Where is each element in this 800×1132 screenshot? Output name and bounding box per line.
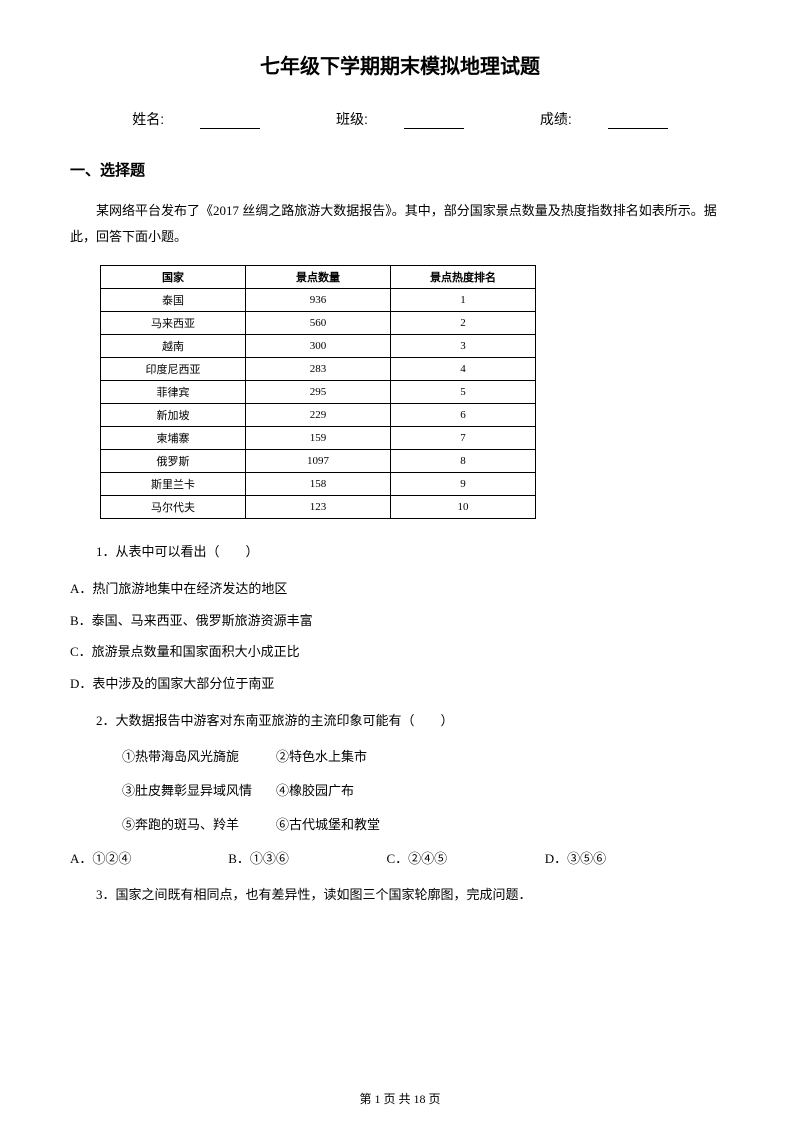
table-header: 景点数量 — [246, 266, 391, 289]
score-field: 成绩: — [522, 111, 686, 127]
table-cell: 936 — [246, 289, 391, 312]
table-row: 马尔代夫12310 — [101, 496, 536, 519]
table-cell: 俄罗斯 — [101, 450, 246, 473]
table-cell: 159 — [246, 427, 391, 450]
table-cell: 300 — [246, 335, 391, 358]
table-cell: 4 — [391, 358, 536, 381]
question-1-stem: 1．从表中可以看出（ ） — [70, 539, 730, 565]
table-cell: 1 — [391, 289, 536, 312]
table-row: 菲律宾2955 — [101, 381, 536, 404]
table-cell: 3 — [391, 335, 536, 358]
question-2-stem: 2．大数据报告中游客对东南亚旅游的主流印象可能有（ ） — [70, 708, 730, 734]
table-cell: 158 — [246, 473, 391, 496]
table-cell: 283 — [246, 358, 391, 381]
table-cell: 10 — [391, 496, 536, 519]
table-cell: 5 — [391, 381, 536, 404]
section-heading: 一、选择题 — [70, 159, 730, 180]
table-row: 印度尼西亚2834 — [101, 358, 536, 381]
name-field: 姓名: — [114, 111, 278, 127]
q1-option-b: B．泰国、马来西亚、俄罗斯旅游资源丰富 — [70, 607, 730, 636]
q2-items-1: ①热带海岛风光旖旎②特色水上集市 — [70, 744, 730, 770]
q1-option-d: D．表中涉及的国家大部分位于南亚 — [70, 670, 730, 699]
table-cell: 9 — [391, 473, 536, 496]
table-cell: 8 — [391, 450, 536, 473]
student-info-row: 姓名: 班级: 成绩: — [70, 109, 730, 129]
question-3-stem: 3．国家之间既有相同点，也有差异性，读如图三个国家轮廓图，完成问题． — [70, 882, 730, 908]
table-cell: 马尔代夫 — [101, 496, 246, 519]
q2-items-3: ⑤奔跑的斑马、羚羊⑥古代城堡和教堂 — [70, 812, 730, 838]
table-cell: 6 — [391, 404, 536, 427]
table-cell: 越南 — [101, 335, 246, 358]
table-cell: 印度尼西亚 — [101, 358, 246, 381]
table-row: 马来西亚5602 — [101, 312, 536, 335]
table-row: 泰国9361 — [101, 289, 536, 312]
table-row: 越南3003 — [101, 335, 536, 358]
page-title: 七年级下学期期末模拟地理试题 — [70, 50, 730, 79]
table-cell: 2 — [391, 312, 536, 335]
table-header-row: 国家 景点数量 景点热度排名 — [101, 266, 536, 289]
table-cell: 295 — [246, 381, 391, 404]
table-row: 斯里兰卡1589 — [101, 473, 536, 496]
table-cell: 马来西亚 — [101, 312, 246, 335]
q2-option-b: B．①③⑥ — [228, 846, 383, 872]
q2-option-c: C．②④⑤ — [387, 846, 542, 872]
q2-option-d: D．③⑤⑥ — [545, 846, 700, 872]
table-row: 柬埔寨1597 — [101, 427, 536, 450]
table-cell: 新加坡 — [101, 404, 246, 427]
table-row: 俄罗斯10978 — [101, 450, 536, 473]
table-cell: 7 — [391, 427, 536, 450]
q2-option-a: A．①②④ — [70, 846, 225, 872]
q1-option-c: C．旅游景点数量和国家面积大小成正比 — [70, 638, 730, 667]
page-footer: 第 1 页 共 18 页 — [0, 1090, 800, 1107]
q2-options-row: A．①②④ B．①③⑥ C．②④⑤ D．③⑤⑥ — [70, 846, 730, 872]
table-cell: 泰国 — [101, 289, 246, 312]
table-cell: 123 — [246, 496, 391, 519]
table-cell: 斯里兰卡 — [101, 473, 246, 496]
table-header: 国家 — [101, 266, 246, 289]
table-cell: 菲律宾 — [101, 381, 246, 404]
table-row: 新加坡2296 — [101, 404, 536, 427]
table-header: 景点热度排名 — [391, 266, 536, 289]
q2-items-2: ③肚皮舞彰显异域风情④橡胶园广布 — [70, 778, 730, 804]
data-table: 国家 景点数量 景点热度排名 泰国9361马来西亚5602越南3003印度尼西亚… — [100, 265, 536, 519]
table-cell: 柬埔寨 — [101, 427, 246, 450]
intro-paragraph: 某网络平台发布了《2017 丝绸之路旅游大数据报告》。其中，部分国家景点数量及热… — [70, 198, 730, 250]
table-cell: 560 — [246, 312, 391, 335]
table-cell: 1097 — [246, 450, 391, 473]
q1-option-a: A．热门旅游地集中在经济发达的地区 — [70, 575, 730, 604]
class-field: 班级: — [318, 111, 482, 127]
table-cell: 229 — [246, 404, 391, 427]
